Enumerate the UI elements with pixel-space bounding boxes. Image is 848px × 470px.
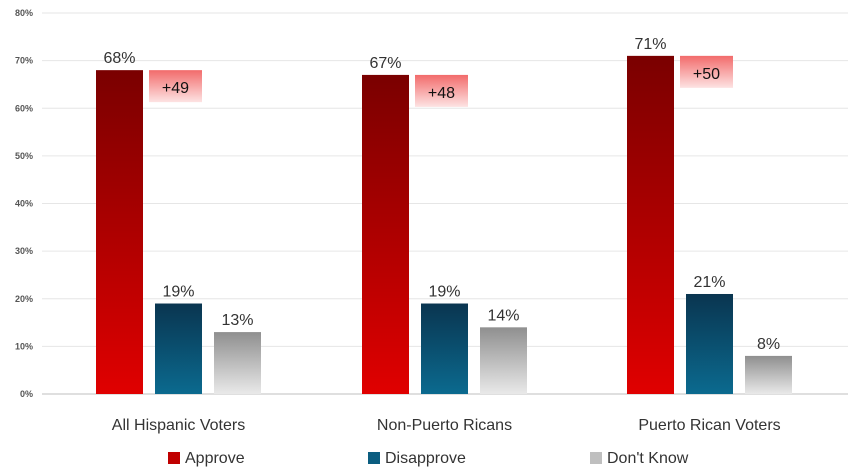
bar-disapprove bbox=[155, 303, 202, 394]
data-label-approve: 67% bbox=[369, 55, 401, 72]
bar-dont-know bbox=[214, 332, 261, 394]
net-label: +50 bbox=[693, 66, 720, 83]
x-category-label: Puerto Rican Voters bbox=[638, 417, 780, 434]
legend-label-dont-know: Don't Know bbox=[607, 450, 689, 467]
data-label-dont-know: 14% bbox=[487, 307, 519, 324]
data-label-approve: 68% bbox=[103, 50, 135, 67]
y-tick-label: 50% bbox=[15, 151, 33, 161]
y-tick-label: 20% bbox=[15, 294, 33, 304]
bar-approve bbox=[362, 74, 409, 394]
data-label-dont-know: 8% bbox=[757, 336, 780, 353]
y-tick-label: 70% bbox=[15, 56, 33, 66]
bar-disapprove bbox=[421, 303, 468, 394]
bar-approve bbox=[627, 55, 674, 395]
legend-label-approve: Approve bbox=[185, 450, 245, 467]
y-tick-label: 60% bbox=[15, 103, 33, 113]
bar-disapprove bbox=[686, 293, 733, 394]
data-label-disapprove: 19% bbox=[428, 284, 460, 301]
x-category-label: Non-Puerto Ricans bbox=[377, 417, 512, 434]
y-axis: 0% 10% 20% 30% 40% 50% 60% 70% 80% bbox=[15, 8, 33, 399]
legend-swatch-approve bbox=[168, 452, 180, 464]
legend-swatch-dont-know bbox=[590, 452, 602, 464]
data-label-dont-know: 13% bbox=[221, 312, 253, 329]
x-category-label: All Hispanic Voters bbox=[112, 417, 245, 434]
y-tick-label: 10% bbox=[15, 341, 33, 351]
data-label-disapprove: 19% bbox=[162, 284, 194, 301]
data-label-disapprove: 21% bbox=[693, 274, 725, 291]
net-label: +49 bbox=[162, 80, 189, 97]
y-tick-label: 0% bbox=[20, 389, 33, 399]
bar-dont-know bbox=[480, 327, 527, 394]
legend: Approve Disapprove Don't Know bbox=[168, 450, 689, 467]
bar-dont-know bbox=[745, 355, 792, 394]
legend-swatch-disapprove bbox=[368, 452, 380, 464]
bars bbox=[96, 55, 792, 395]
net-label: +48 bbox=[428, 85, 455, 102]
y-tick-label: 30% bbox=[15, 246, 33, 256]
y-tick-label: 80% bbox=[15, 8, 33, 18]
y-tick-label: 40% bbox=[15, 199, 33, 209]
x-axis: All Hispanic Voters Non-Puerto Ricans Puer… bbox=[112, 417, 781, 434]
data-labels: 68% 19% 13% +49 67% 19% 14% +48 71% 21% 8% +50 bbox=[103, 36, 780, 353]
legend-label-disapprove: Disapprove bbox=[385, 450, 466, 467]
net-label-box bbox=[149, 70, 202, 103]
net-label-box bbox=[680, 55, 733, 88]
bar-approve bbox=[96, 70, 143, 395]
net-label-box bbox=[415, 74, 468, 107]
data-label-approve: 71% bbox=[634, 36, 666, 53]
